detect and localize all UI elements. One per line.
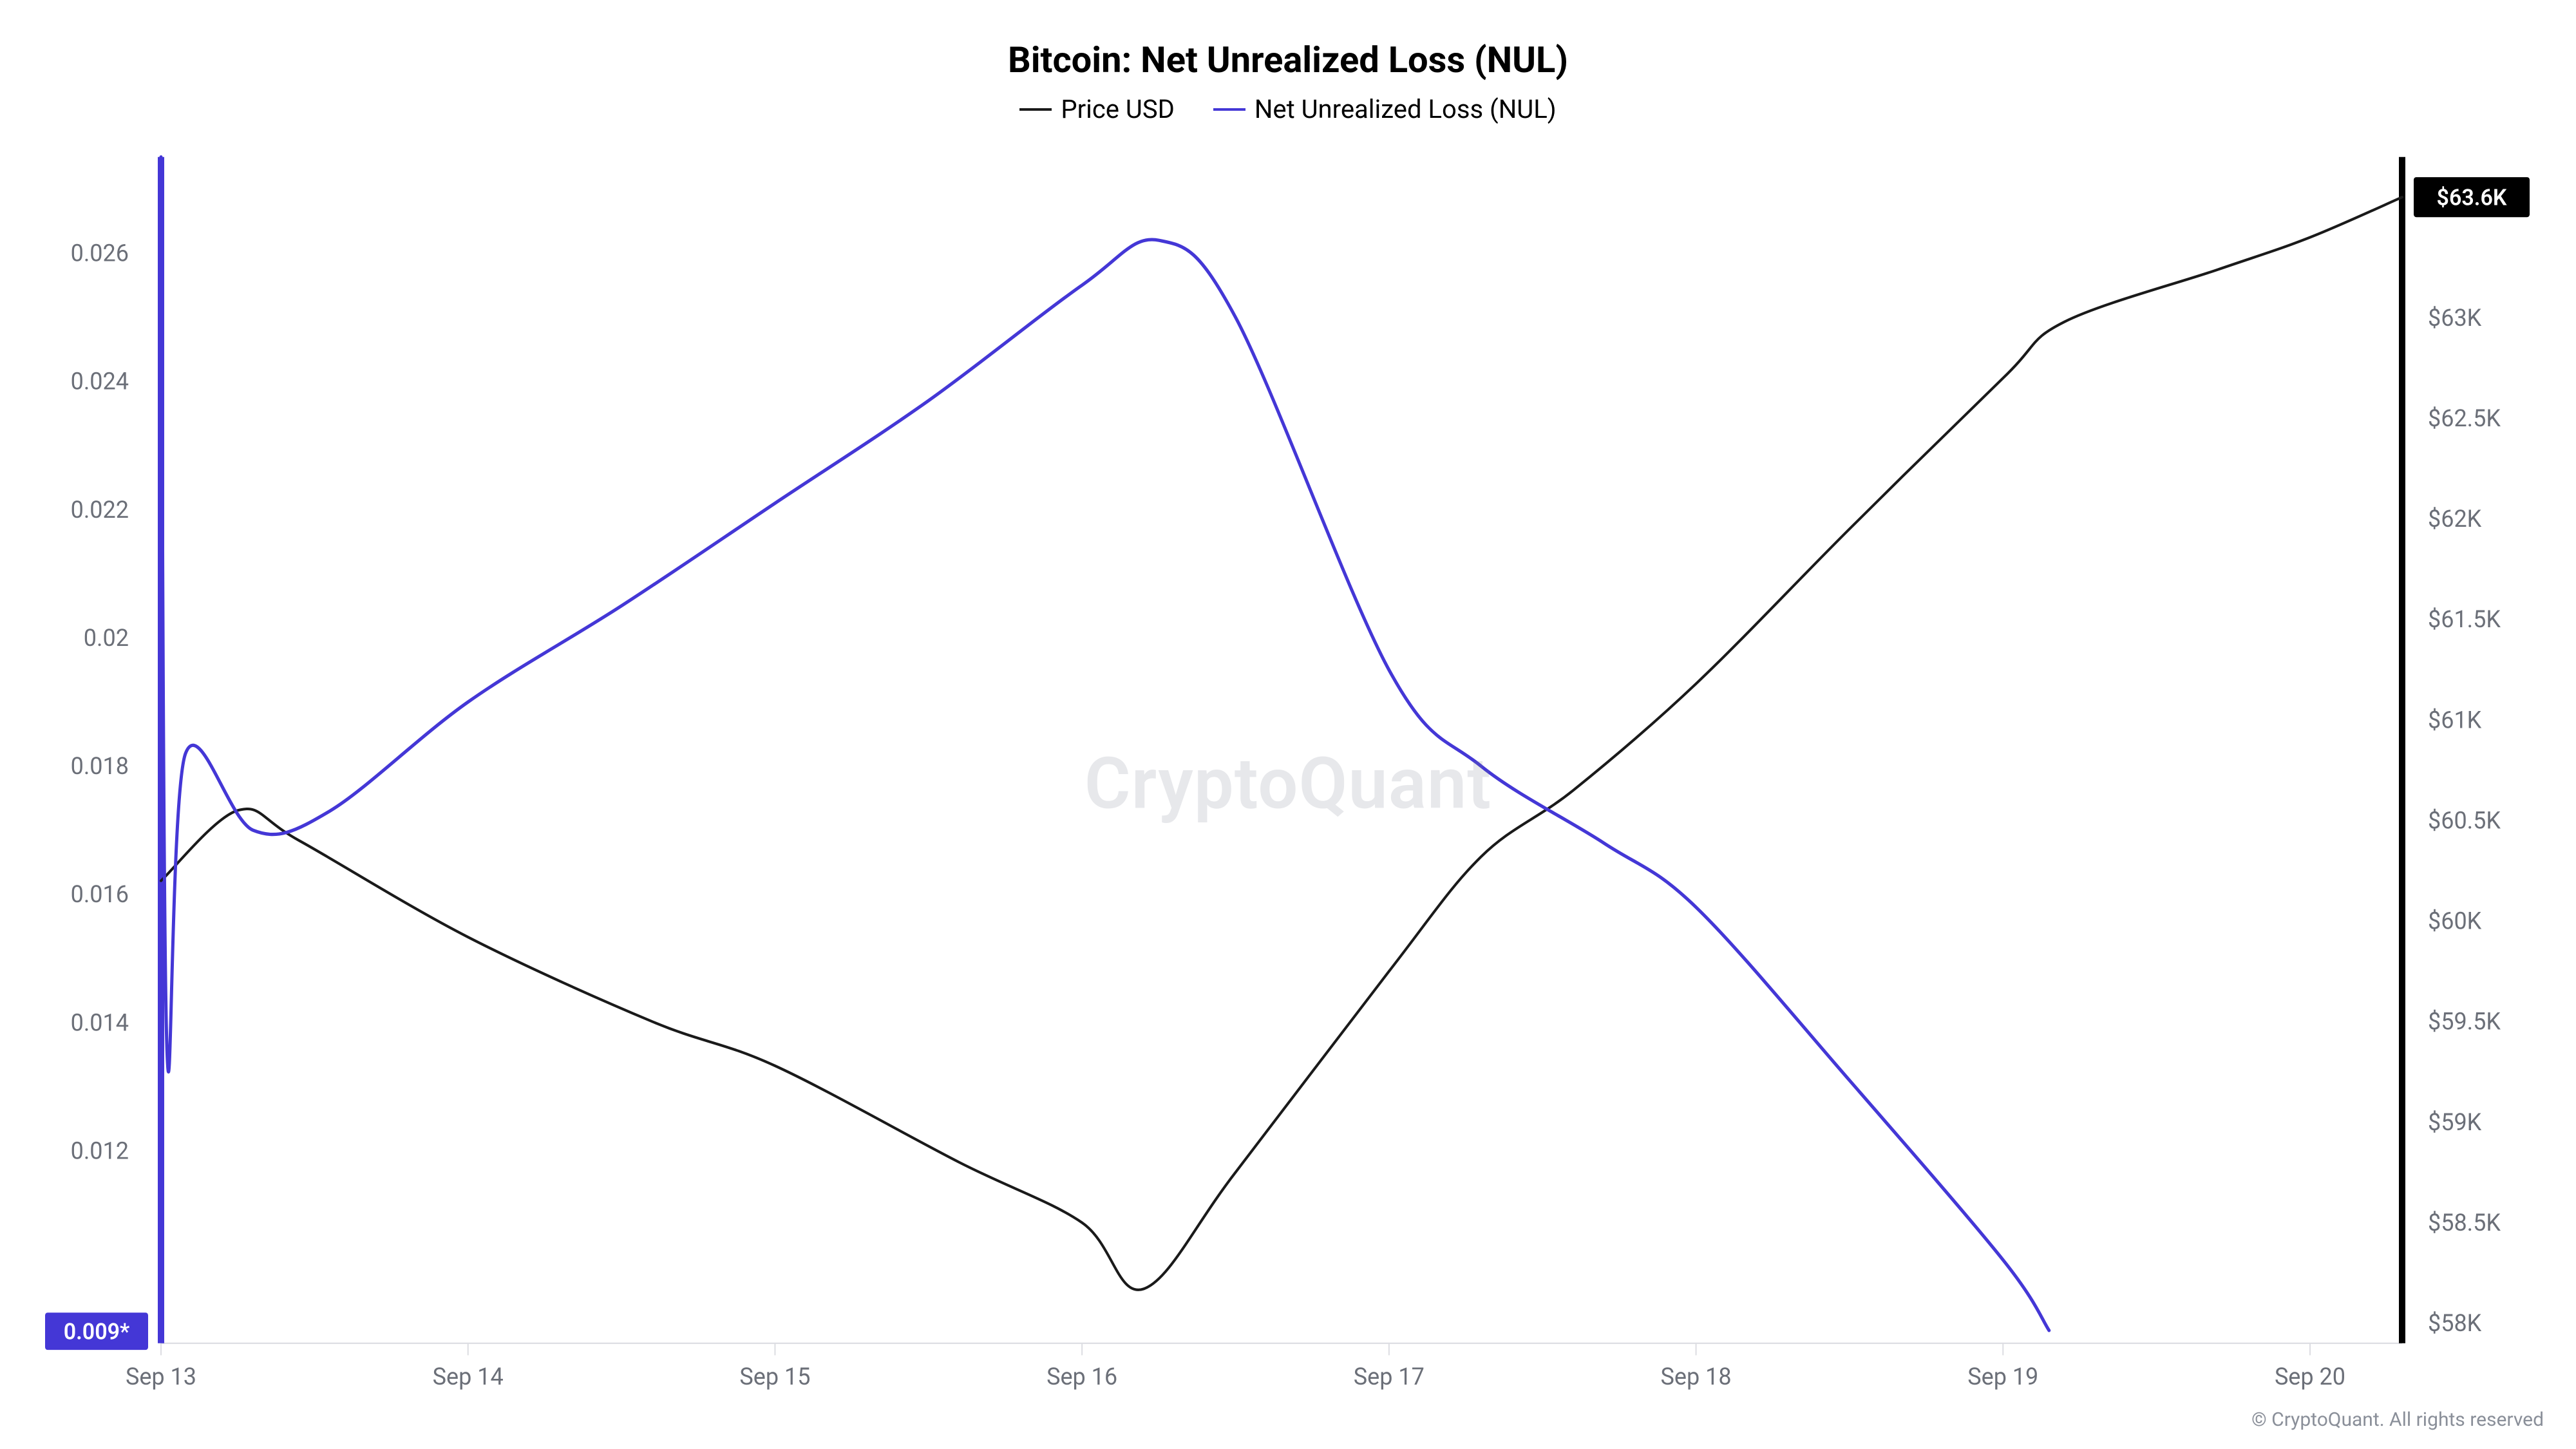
copyright-text: © CryptoQuant. All rights reserved [2251,1408,2544,1431]
svg-text:Sep 19: Sep 19 [1967,1362,2038,1390]
legend-item-nul[interactable]: Net Unrealized Loss (NUL) [1213,94,1557,124]
svg-text:$61.5K: $61.5K [2428,605,2501,634]
svg-text:0.018: 0.018 [71,752,129,780]
svg-text:$63K: $63K [2428,303,2481,332]
svg-text:$58.5K: $58.5K [2428,1208,2501,1236]
svg-text:0.014: 0.014 [71,1009,129,1037]
svg-text:0.016: 0.016 [71,880,129,909]
svg-text:$63.6K: $63.6K [2437,185,2508,211]
svg-text:$62K: $62K [2428,505,2481,533]
chart-svg: Sep 13 Sep 14 Sep 15 Sep 16 Sep 17 Sep 18 Sep … [26,144,2550,1423]
svg-text:$59K: $59K [2428,1108,2481,1136]
chart-container: Bitcoin: Net Unrealized Loss (NUL) Price… [0,0,2576,1449]
svg-text:Sep 18: Sep 18 [1661,1362,1732,1390]
svg-text:0.02: 0.02 [84,623,129,652]
svg-text:Sep 15: Sep 15 [739,1362,810,1390]
svg-text:$60.5K: $60.5K [2428,806,2501,835]
legend-swatch-nul [1213,108,1245,111]
svg-text:$59.5K: $59.5K [2428,1007,2501,1036]
svg-text:0.012: 0.012 [71,1137,129,1165]
svg-text:0.022: 0.022 [71,495,129,524]
svg-text:Sep 13: Sep 13 [126,1362,196,1390]
legend-label-price: Price USD [1061,94,1175,124]
svg-text:$61K: $61K [2428,706,2481,734]
svg-text:Sep 20: Sep 20 [2275,1362,2345,1390]
svg-text:0.026: 0.026 [71,239,129,267]
legend-label-nul: Net Unrealized Loss (NUL) [1255,94,1557,124]
svg-text:Sep 17: Sep 17 [1354,1362,1425,1390]
chart-legend: Price USD Net Unrealized Loss (NUL) [26,94,2550,124]
svg-text:$60K: $60K [2428,907,2481,935]
chart-title: Bitcoin: Net Unrealized Loss (NUL) [26,39,2550,81]
svg-text:$62.5K: $62.5K [2428,404,2501,432]
legend-item-price[interactable]: Price USD [1019,94,1175,124]
chart-plot-area[interactable]: Sep 13 Sep 14 Sep 15 Sep 16 Sep 17 Sep 18 Sep … [26,144,2550,1423]
svg-text:Sep 14: Sep 14 [433,1362,504,1390]
legend-swatch-price [1019,108,1052,111]
svg-text:0.024: 0.024 [71,367,129,395]
svg-text:$58K: $58K [2428,1309,2481,1337]
svg-text:0.009*: 0.009* [64,1319,130,1345]
svg-text:Sep 16: Sep 16 [1046,1362,1117,1390]
